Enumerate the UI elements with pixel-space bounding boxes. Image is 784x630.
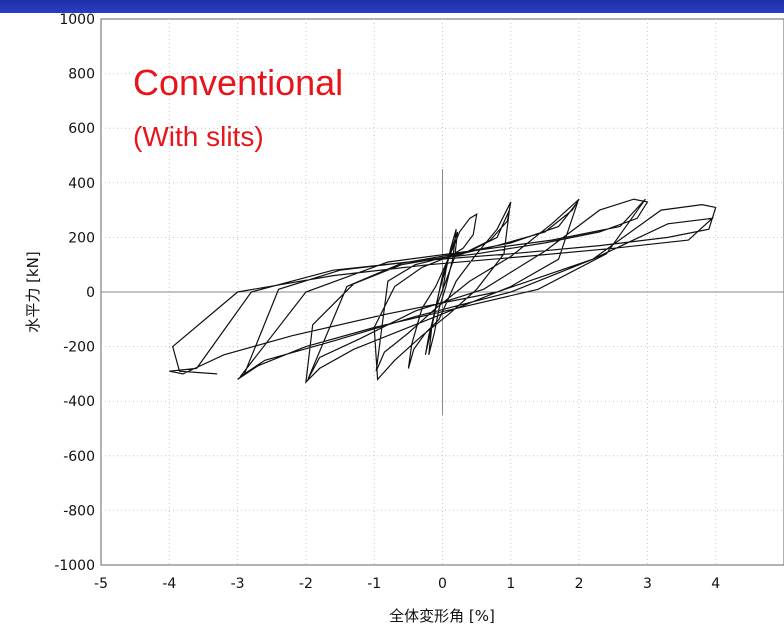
y-tick-label: 200 (68, 230, 95, 246)
annotation-subtitle: (With slits) (133, 121, 264, 152)
x-axis-label: 全体変形角 [%] (389, 607, 495, 625)
y-tick-label: 400 (68, 176, 95, 192)
y-tick-label: -400 (63, 394, 95, 410)
x-tick-label: -2 (299, 576, 313, 592)
y-axis-label: 水平力 [kN] (24, 251, 42, 332)
y-tick-label: 800 (68, 67, 95, 83)
x-tick-label: -5 (94, 576, 108, 592)
tick-labels: -5 -4 -3 -2 -1 0 1 2 3 4 1000 800 600 400 200 0 -200 -400… (54, 12, 720, 592)
y-tick-label: -600 (63, 449, 95, 465)
x-tick-label: -1 (367, 576, 381, 592)
annotation-title: Conventional (133, 62, 343, 103)
header-bar (0, 0, 784, 13)
y-tick-label: -200 (63, 340, 95, 356)
x-tick-label: 4 (711, 576, 720, 592)
x-tick-label: 0 (438, 576, 447, 592)
y-tick-label: -1000 (54, 558, 95, 574)
x-tick-label: -3 (231, 576, 245, 592)
y-tick-label: 600 (68, 121, 95, 137)
y-tick-label: 1000 (59, 12, 95, 28)
x-tick-label: -4 (162, 576, 176, 592)
x-tick-label: 1 (506, 576, 515, 592)
x-tick-label: 2 (575, 576, 584, 592)
hysteresis-curve (169, 198, 717, 384)
y-tick-label: 0 (86, 285, 95, 301)
y-tick-label: -800 (63, 503, 95, 519)
x-tick-label: 3 (643, 576, 652, 592)
